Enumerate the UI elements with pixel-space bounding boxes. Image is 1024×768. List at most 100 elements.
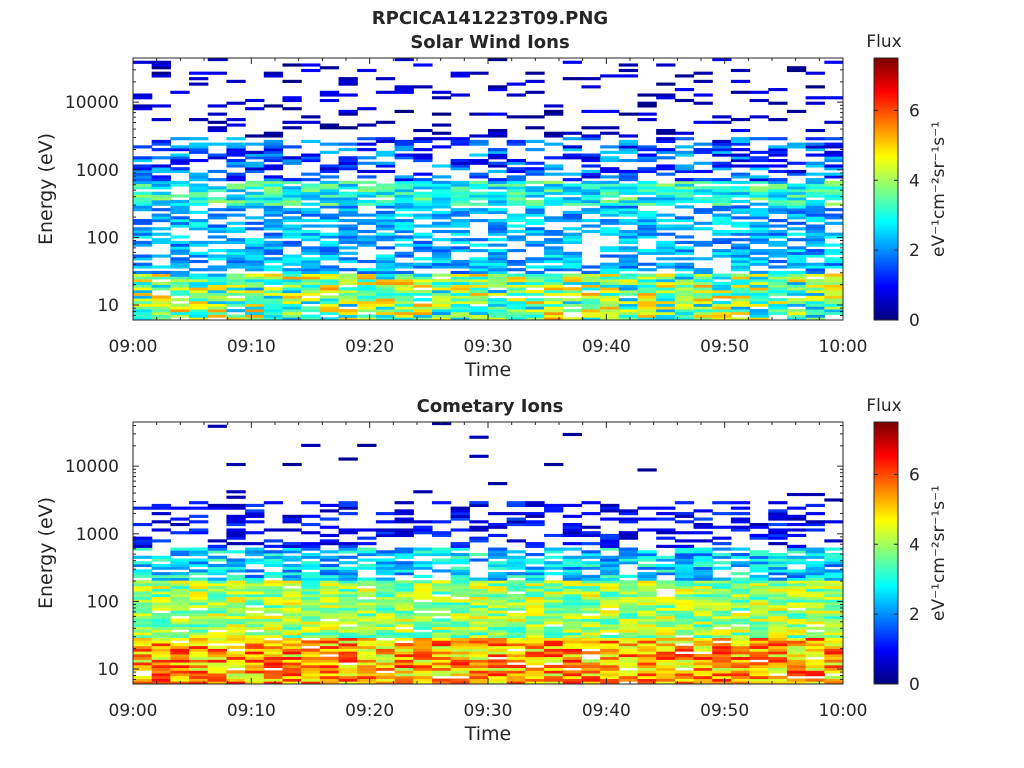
heatmap-cell: [450, 289, 470, 294]
heatmap-cell: [656, 629, 676, 633]
heatmap-cell: [469, 604, 489, 608]
heatmap-cell: [600, 199, 620, 204]
heatmap-cell: [450, 183, 470, 187]
heatmap-cell: [786, 284, 807, 288]
heatmap-cell: [656, 197, 676, 201]
heatmap-cell: [712, 591, 732, 595]
heatmap-cell: [189, 572, 209, 576]
heatmap-cell: [618, 189, 639, 193]
heatmap-cell: [394, 306, 414, 310]
heatmap-cell: [544, 583, 564, 587]
heatmap-cell: [768, 667, 788, 671]
heatmap-cell: [245, 670, 265, 674]
heatmap-cell: [245, 637, 265, 641]
heatmap-cell: [226, 257, 246, 261]
heatmap-cell: [656, 276, 676, 280]
heatmap-cell: [637, 145, 657, 149]
heatmap-cell: [450, 281, 470, 285]
heatmap-cell: [226, 314, 246, 318]
heatmap-cell: [450, 667, 470, 671]
heatmap-cell: [245, 550, 265, 554]
heatmap-cell: [170, 645, 190, 649]
heatmap-cell: [730, 629, 751, 633]
heatmap-cell: [207, 547, 228, 551]
heatmap-cell: [805, 648, 825, 652]
heatmap-cell: [506, 276, 526, 280]
heatmap-cell: [375, 640, 396, 644]
heatmap-cell: [693, 593, 713, 598]
heatmap-cell: [207, 254, 228, 258]
heatmap-cell: [375, 153, 396, 157]
heatmap-cell: [506, 613, 526, 617]
heatmap-cell: [319, 270, 340, 275]
heatmap-cell: [581, 681, 601, 684]
heatmap-cell: [618, 232, 639, 236]
heatmap-cell: [301, 189, 321, 193]
heatmap-cell: [189, 637, 209, 641]
heatmap-cell: [618, 547, 639, 551]
heatmap-cell: [431, 670, 452, 674]
heatmap-cell: [712, 167, 732, 171]
heatmap-cell: [431, 281, 452, 285]
heatmap-cell: [375, 284, 396, 288]
heatmap-cell: [151, 563, 171, 568]
heatmap-cell: [319, 249, 340, 253]
heatmap-cell: [245, 246, 265, 250]
heatmap-cell: [263, 142, 284, 146]
heatmap-cell: [693, 673, 713, 677]
heatmap-cell: [394, 572, 414, 576]
heatmap-cell: [581, 533, 601, 538]
heatmap-cell: [189, 268, 209, 272]
heatmap-cell: [656, 273, 676, 277]
heatmap-cell: [207, 276, 228, 280]
heatmap-cell: [562, 276, 583, 280]
heatmap-cell: [207, 298, 228, 302]
heatmap-cell: [394, 550, 414, 554]
heatmap-cell: [786, 199, 807, 204]
heatmap-cell: [749, 284, 769, 288]
heatmap-cell: [618, 178, 639, 182]
heatmap-cell: [805, 643, 825, 647]
heatmap-cell: [562, 219, 583, 223]
heatmap-cell: [600, 618, 620, 622]
heatmap-cell: [544, 637, 564, 641]
heatmap-cell: [730, 553, 751, 557]
heatmap-cell: [730, 199, 751, 204]
heatmap-cell: [263, 675, 284, 679]
colorbar-swatch: [874, 116, 898, 120]
heatmap-cell: [263, 246, 284, 250]
heatmap-cell: [338, 93, 358, 97]
heatmap-cell: [375, 262, 396, 266]
heatmap-cell: [786, 610, 807, 614]
heatmap-cell: [207, 591, 228, 595]
heatmap-cell: [637, 276, 657, 280]
heatmap-cell: [730, 257, 751, 261]
heatmap-cell: [562, 651, 583, 655]
heatmap-cell: [301, 232, 321, 236]
heatmap-cell: [170, 180, 190, 184]
heatmap-cell: [282, 588, 302, 592]
heatmap-cell: [618, 229, 639, 234]
heatmap-cell: [581, 186, 601, 190]
heatmap-cell: [525, 172, 545, 176]
heatmap-cell: [488, 112, 508, 116]
colorbar-frame: [873, 421, 899, 685]
colorbar-swatch: [874, 493, 898, 497]
heatmap-cell: [207, 112, 228, 116]
heatmap-cell: [282, 303, 302, 307]
heatmap-cell: [226, 637, 246, 641]
heatmap-cell: [786, 309, 807, 313]
colorbar-swatch: [874, 245, 898, 249]
heatmap-cell: [600, 678, 620, 682]
heatmap-cell: [768, 153, 788, 157]
heatmap-cell: [749, 279, 769, 283]
heatmap-cell: [431, 279, 452, 283]
heatmap-cell: [805, 640, 825, 644]
heatmap-cell: [506, 306, 526, 310]
heatmap-cell: [170, 273, 190, 277]
heatmap-cell: [170, 670, 190, 674]
heatmap-cell: [170, 205, 190, 209]
heatmap-cell: [656, 202, 676, 206]
heatmap-cell: [282, 96, 302, 100]
heatmap-cell: [450, 142, 470, 146]
